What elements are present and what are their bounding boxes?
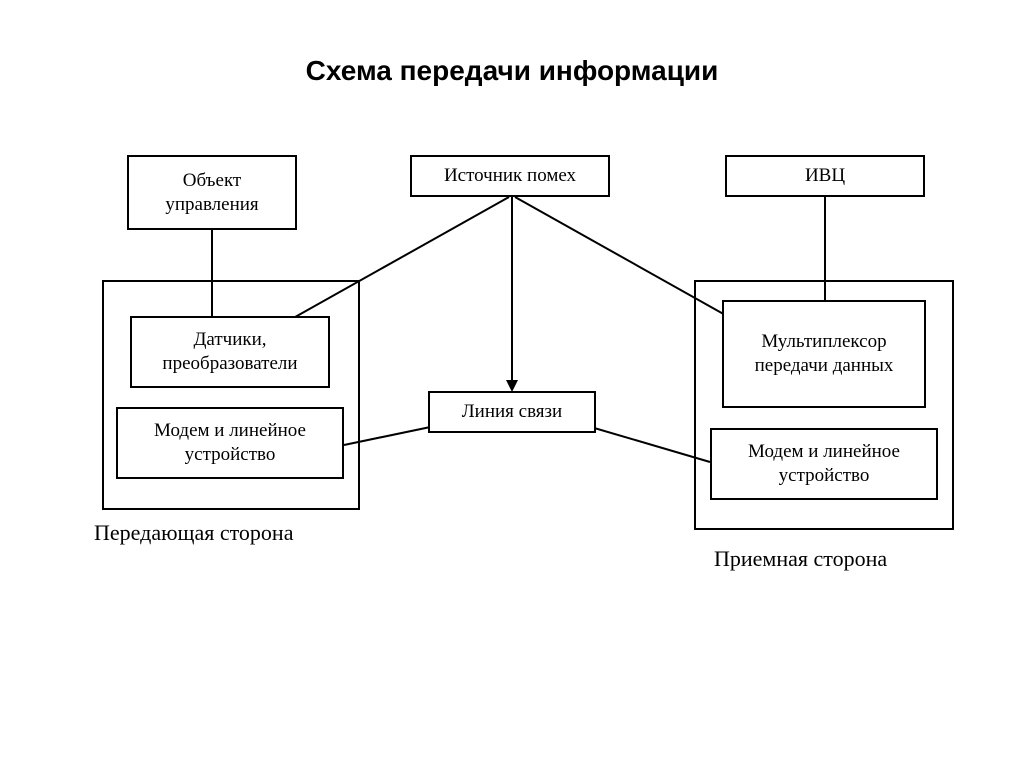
node-sensors: Датчики, преобразователи (130, 316, 330, 388)
node-modem-left: Модем и линейное устройство (116, 407, 344, 479)
node-object-control: Объект управления (127, 155, 297, 230)
diagram-title: Схема передачи информации (0, 55, 1024, 87)
diagram-canvas: Схема передачи информации Объект управле… (0, 0, 1024, 767)
node-ivc: ИВЦ (725, 155, 925, 197)
node-multiplexer: Мультиплексор передачи данных (722, 300, 926, 408)
node-comm-line: Линия связи (428, 391, 596, 433)
node-noise-source: Источник помех (410, 155, 610, 197)
sender-label: Передающая сторона (94, 520, 293, 546)
receiver-label: Приемная сторона (714, 546, 887, 572)
node-modem-right: Модем и линейное устройство (710, 428, 938, 500)
